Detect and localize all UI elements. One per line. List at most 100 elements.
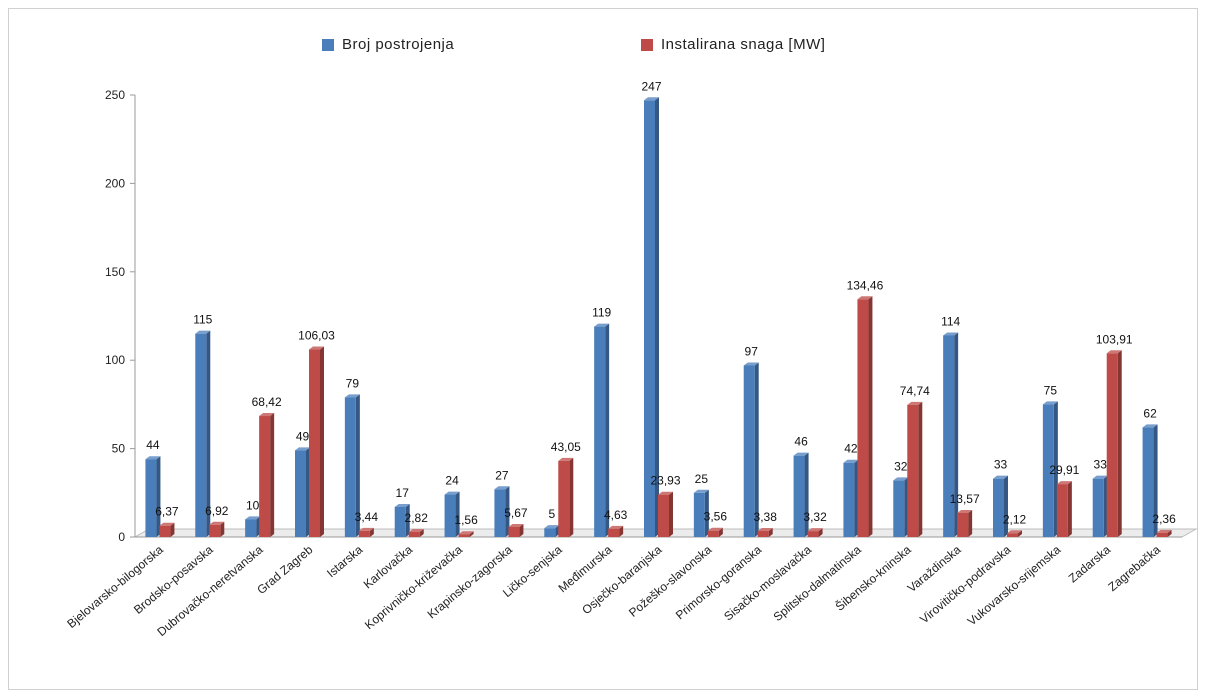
x-tick-label: Grad Zagreb	[254, 542, 315, 597]
bar-instalirana-snaga-top	[707, 527, 723, 531]
bar-broj-postrojenja-side	[455, 491, 460, 537]
bar-instalirana-snaga	[957, 513, 969, 537]
bar-broj-postrojenja	[1142, 427, 1154, 537]
bar-broj-postrojenja-label: 24	[445, 474, 459, 488]
bar-instalirana-snaga-label: 3,44	[355, 510, 379, 524]
bar-instalirana-snaga	[259, 416, 271, 537]
bar-broj-postrojenja-label: 75	[1044, 383, 1058, 397]
x-tick-label: Zadarska	[1066, 542, 1114, 585]
x-tick-label: Splitsko-dalmatinska	[771, 542, 865, 624]
bar-broj-postrojenja-side	[206, 330, 211, 537]
bar-broj-postrojenja-top	[793, 452, 809, 456]
bar-instalirana-snaga-side	[469, 531, 474, 537]
bar-instalirana-snaga-top	[608, 525, 624, 529]
bar-broj-postrojenja-side	[1004, 475, 1008, 537]
legend-label-instalirana-snaga: Instalirana snaga [MW]	[661, 36, 826, 53]
bar-broj-postrojenja	[1092, 478, 1104, 537]
bar-instalirana-snaga-label: 68,42	[252, 395, 282, 409]
bar-broj-postrojenja	[743, 365, 755, 537]
bar-instalirana-snaga-top	[159, 522, 175, 526]
bar-instalirana-snaga-label: 6,37	[155, 505, 179, 519]
bar-broj-postrojenja-label: 46	[794, 435, 808, 449]
bar-broj-postrojenja-label: 27	[495, 468, 509, 482]
bar-instalirana-snaga	[358, 530, 370, 537]
bar-broj-postrojenja-side	[1153, 424, 1158, 537]
bar-broj-postrojenja-label: 42	[844, 442, 858, 456]
bar-broj-postrojenja-side	[704, 489, 709, 537]
bar-broj-postrojenja-label: 62	[1143, 406, 1157, 420]
bar-broj-postrojenja-side	[655, 97, 659, 537]
bar-broj-postrojenja-label: 33	[994, 458, 1008, 472]
bar-instalirana-snaga-side	[669, 491, 673, 537]
bar-instalirana-snaga-side	[718, 527, 723, 537]
bar-instalirana-snaga-label: 6,92	[205, 504, 229, 518]
bar-instalirana-snaga-top	[757, 528, 773, 532]
bar-instalirana-snaga-label: 2,36	[1152, 512, 1176, 526]
x-tick-label: Virovitičko-podravska	[917, 542, 1013, 626]
bar-broj-postrojenja-top	[843, 459, 859, 463]
bar-instalirana-snaga-side	[1067, 481, 1072, 537]
bar-instalirana-snaga	[807, 531, 819, 537]
bar-broj-postrojenja-top	[295, 447, 310, 451]
bar-broj-postrojenja-top	[145, 456, 161, 460]
bar-broj-postrojenja-label: 247	[641, 79, 661, 93]
bar-instalirana-snaga-side	[270, 413, 275, 537]
bar-broj-postrojenja-label: 44	[146, 438, 160, 452]
bar-broj-postrojenja-label: 119	[592, 306, 611, 320]
bar-instalirana-snaga-top	[508, 523, 524, 527]
bar-instalirana-snaga-label: 106,03	[298, 329, 335, 343]
bar-instalirana-snaga	[159, 525, 171, 537]
bar-instalirana-snaga-side	[619, 525, 624, 537]
bar-broj-postrojenja	[843, 462, 855, 537]
bar-broj-postrojenja-top	[693, 489, 709, 493]
bar-broj-postrojenja-side	[505, 486, 510, 537]
bar-broj-postrojenja	[943, 335, 955, 537]
bar-instalirana-snaga-top	[309, 346, 324, 350]
bar-instalirana-snaga-top	[1056, 481, 1072, 485]
bar-instalirana-snaga-top	[658, 491, 673, 495]
bar-instalirana-snaga	[608, 528, 620, 537]
bar-broj-postrojenja	[444, 494, 456, 537]
bar-broj-postrojenja	[893, 480, 905, 537]
bar-broj-postrojenja	[594, 326, 606, 537]
bar-instalirana-snaga-top	[907, 401, 923, 405]
bar-instalirana-snaga-label: 29,91	[1049, 463, 1079, 477]
bar-broj-postrojenja-top	[494, 486, 510, 490]
legend-swatch-blue	[322, 38, 334, 51]
bar-broj-postrojenja	[1042, 404, 1054, 537]
bar-broj-postrojenja-top	[1042, 401, 1058, 405]
bar-instalirana-snaga-side	[220, 521, 225, 537]
bar-broj-postrojenja-side	[605, 323, 610, 537]
bar-broj-postrojenja-label: 25	[695, 472, 709, 486]
bar-instalirana-snaga-side	[320, 346, 324, 537]
y-tick-label: 100	[105, 353, 125, 367]
bar-instalirana-snaga	[558, 460, 570, 537]
bar-instalirana-snaga	[309, 349, 320, 537]
bar-broj-postrojenja-top	[245, 516, 261, 520]
bar-instalirana-snaga-top	[1106, 350, 1122, 354]
bar-instalirana-snaga-side	[419, 529, 424, 537]
bar-instalirana-snaga-side	[1167, 529, 1172, 537]
bar-instalirana-snaga	[458, 534, 470, 537]
bar-broj-postrojenja-side	[754, 362, 759, 537]
bar-instalirana-snaga-label: 5,67	[504, 506, 528, 520]
bar-instalirana-snaga-top	[1156, 529, 1172, 533]
bar-instalirana-snaga-label: 4,63	[604, 508, 628, 522]
bar-instalirana-snaga-label: 134,46	[847, 278, 884, 292]
bar-broj-postrojenja-top	[394, 503, 410, 507]
y-tick-label: 0	[118, 530, 125, 544]
bar-broj-postrojenja	[295, 450, 306, 537]
bar-instalirana-snaga-top	[857, 296, 873, 300]
bar-broj-postrojenja-top	[544, 525, 560, 529]
bar-instalirana-snaga	[209, 524, 221, 537]
x-tick-label: Vukovarsko-srijemska	[965, 542, 1064, 628]
bar-instalirana-snaga-side	[818, 528, 823, 537]
x-tick-label: Sisačko-moslavačka	[721, 542, 814, 623]
bar-broj-postrojenja-side	[804, 452, 809, 537]
bar-instalirana-snaga-label: 43,05	[551, 440, 581, 454]
x-tick-label: Bjelovarsko-bilogorska	[64, 542, 166, 631]
bar-instalirana-snaga-side	[369, 527, 374, 537]
bar-instalirana-snaga	[1007, 533, 1018, 537]
y-tick-label: 150	[105, 265, 125, 279]
